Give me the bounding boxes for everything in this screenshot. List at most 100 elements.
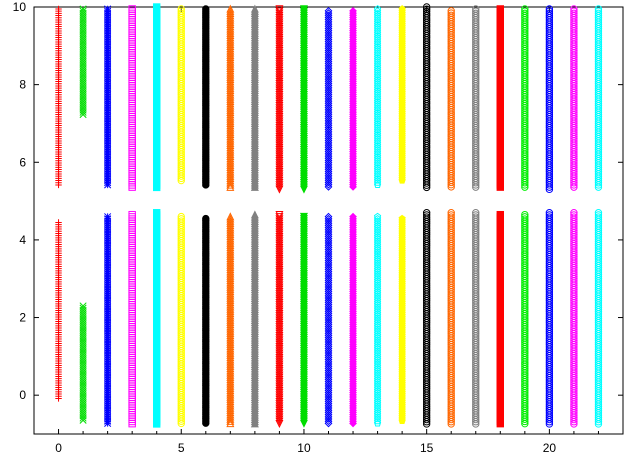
data-point bbox=[128, 82, 136, 90]
data-point bbox=[275, 336, 284, 345]
series-22 bbox=[594, 5, 603, 428]
data-point bbox=[128, 400, 136, 408]
data-point bbox=[275, 16, 284, 25]
data-point bbox=[128, 345, 136, 353]
data-point bbox=[324, 50, 333, 59]
data-point bbox=[275, 250, 284, 259]
data-point bbox=[373, 338, 382, 346]
data-point bbox=[128, 29, 136, 37]
y-tick-label: 10 bbox=[13, 0, 27, 14]
data-point bbox=[128, 130, 136, 139]
data-point bbox=[128, 58, 136, 66]
data-point bbox=[128, 257, 136, 265]
data-point bbox=[324, 178, 333, 187]
data-point bbox=[128, 307, 136, 316]
data-point bbox=[324, 61, 333, 70]
data-point bbox=[275, 179, 284, 188]
data-point bbox=[275, 241, 284, 250]
data-point bbox=[128, 250, 136, 258]
data-point bbox=[275, 404, 284, 413]
data-point bbox=[275, 71, 284, 80]
data-point bbox=[373, 104, 382, 111]
data-point bbox=[275, 364, 284, 373]
data-point bbox=[275, 413, 284, 422]
data-point bbox=[324, 298, 333, 307]
data-point bbox=[324, 379, 333, 388]
data-point bbox=[324, 103, 333, 112]
data-point bbox=[373, 90, 382, 98]
data-point bbox=[545, 420, 554, 428]
data-point bbox=[275, 351, 284, 360]
data-point bbox=[128, 215, 136, 223]
data-point bbox=[373, 269, 382, 277]
data-point bbox=[373, 406, 382, 414]
data-point bbox=[275, 176, 284, 185]
data-point bbox=[545, 418, 554, 426]
data-point bbox=[324, 397, 333, 406]
data-point bbox=[324, 53, 333, 61]
data-point bbox=[373, 88, 382, 96]
data-point bbox=[373, 236, 382, 244]
data-point bbox=[128, 42, 136, 51]
data-point bbox=[324, 320, 333, 329]
data-point bbox=[521, 181, 529, 189]
data-point bbox=[570, 181, 578, 189]
data-point bbox=[324, 243, 333, 252]
data-point bbox=[128, 213, 136, 221]
data-point bbox=[275, 64, 284, 73]
data-point bbox=[128, 325, 136, 333]
data-point bbox=[128, 397, 136, 406]
data-point bbox=[373, 24, 382, 32]
data-point bbox=[275, 230, 284, 239]
data-point bbox=[275, 38, 284, 47]
data-point bbox=[275, 22, 284, 31]
data-point bbox=[275, 312, 284, 321]
data-point bbox=[299, 185, 308, 194]
data-point bbox=[128, 139, 136, 147]
data-point bbox=[275, 213, 284, 222]
data-point bbox=[128, 80, 136, 88]
data-point bbox=[373, 397, 382, 405]
data-point bbox=[79, 108, 87, 116]
data-point bbox=[128, 351, 136, 360]
data-point bbox=[128, 290, 136, 298]
data-point bbox=[324, 331, 333, 340]
data-point bbox=[324, 404, 333, 412]
data-point bbox=[373, 16, 382, 23]
data-point bbox=[128, 104, 136, 112]
data-point bbox=[373, 313, 382, 321]
data-point bbox=[472, 418, 480, 426]
data-point bbox=[275, 174, 284, 183]
data-point bbox=[324, 121, 333, 130]
data-point bbox=[373, 82, 382, 89]
data-point bbox=[128, 230, 136, 239]
data-point bbox=[373, 148, 382, 155]
data-point bbox=[128, 347, 136, 355]
data-point bbox=[324, 399, 333, 408]
data-point bbox=[128, 380, 136, 388]
data-point bbox=[275, 325, 284, 334]
data-point bbox=[373, 298, 382, 306]
data-point bbox=[275, 393, 284, 402]
data-point bbox=[324, 143, 333, 152]
data-point bbox=[275, 161, 284, 170]
data-point bbox=[128, 340, 136, 349]
data-point bbox=[373, 342, 382, 350]
data-point bbox=[324, 307, 333, 316]
data-point bbox=[128, 419, 136, 428]
data-point bbox=[373, 217, 382, 225]
data-point bbox=[128, 221, 136, 230]
data-point bbox=[472, 179, 480, 187]
data-point bbox=[275, 384, 284, 393]
series-4 bbox=[153, 3, 161, 428]
data-point bbox=[324, 219, 333, 228]
data-point bbox=[275, 353, 284, 362]
data-point bbox=[128, 294, 136, 302]
data-point bbox=[373, 174, 382, 182]
data-point bbox=[275, 135, 284, 144]
data-point bbox=[373, 234, 382, 242]
data-point bbox=[373, 327, 382, 335]
data-point bbox=[250, 419, 259, 428]
data-point bbox=[324, 373, 333, 382]
data-point bbox=[275, 58, 284, 67]
